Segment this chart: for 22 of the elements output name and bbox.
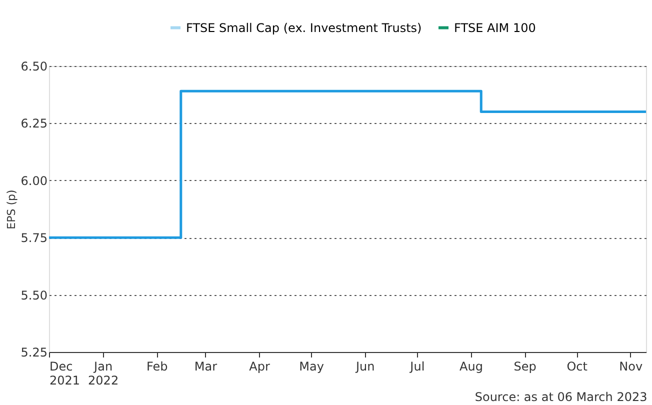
x-tick-label: Jul xyxy=(409,360,425,374)
x-tick-label: Mar xyxy=(194,360,218,374)
y-tick-label: 6.50 xyxy=(20,60,48,74)
y-tick-label: 5.75 xyxy=(20,231,48,246)
y-tick-label: 6.25 xyxy=(20,116,48,131)
source-note: Source: as at 06 March 2023 xyxy=(474,390,648,404)
x-tick-label: Oct xyxy=(566,360,588,374)
x-tick-label: Feb xyxy=(146,360,168,374)
x-tick-label: May xyxy=(299,360,324,374)
x-tick-label: Aug xyxy=(460,360,483,374)
legend-label: FTSE Small Cap (ex. Investment Trusts) xyxy=(186,20,422,35)
x-tick-label: Apr xyxy=(249,360,270,374)
y-axis-title: EPS (p) xyxy=(4,190,18,230)
y-tick-label: 5.50 xyxy=(20,288,48,302)
x-tick-label: Jan 2022 xyxy=(88,360,119,388)
y-tick-label: 5.25 xyxy=(20,346,48,360)
legend-label: FTSE AIM 100 xyxy=(454,20,536,35)
x-tick-label: Nov xyxy=(619,360,643,374)
x-tick-label: Dec 2021 xyxy=(50,360,80,388)
x-tick-label: Jun xyxy=(354,360,375,374)
y-tick-label: 6.00 xyxy=(20,174,48,188)
x-tick-label: Sep xyxy=(514,360,536,374)
